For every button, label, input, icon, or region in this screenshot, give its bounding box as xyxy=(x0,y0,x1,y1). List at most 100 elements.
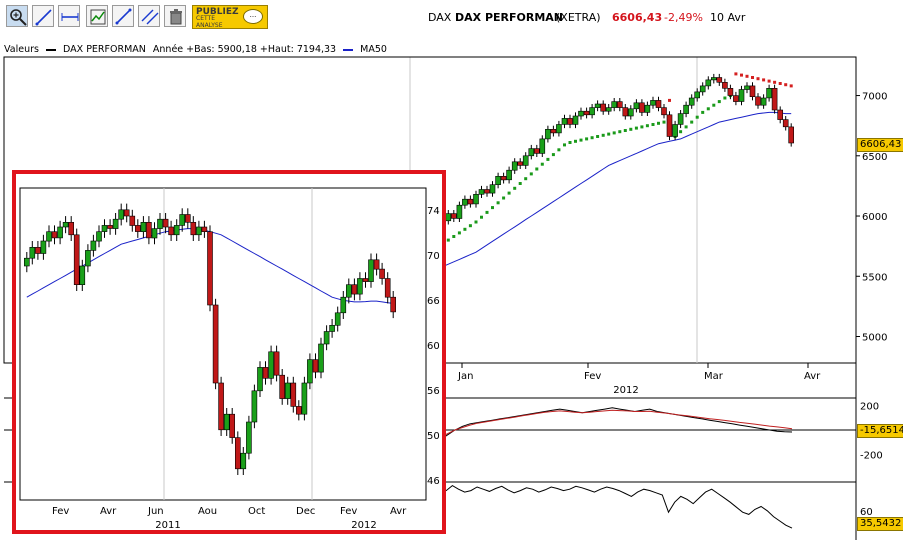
candle-body xyxy=(677,113,684,125)
inset-y-tick-label: 50 xyxy=(427,431,440,442)
sar-dot-above xyxy=(756,77,760,81)
sar-dot-below xyxy=(629,127,633,131)
sar-dot-below xyxy=(684,125,688,129)
candle-body xyxy=(484,189,490,194)
sar-dot-below xyxy=(706,107,710,111)
sar-dot-below xyxy=(535,167,539,171)
inset-candle-body xyxy=(118,209,124,220)
candle-body xyxy=(639,102,645,113)
sar-dot-below xyxy=(717,100,721,104)
inset-candle-body xyxy=(79,265,86,286)
inset-candle-body xyxy=(46,231,52,242)
horizontal-line-icon[interactable] xyxy=(58,5,80,27)
inset-candle-body xyxy=(351,284,358,295)
inset-candle-body xyxy=(295,406,302,415)
sar-dot-below xyxy=(446,238,450,242)
oscillator-1-line xyxy=(439,407,793,441)
inset-candle-body xyxy=(262,367,269,379)
inset-candle-body xyxy=(29,247,36,259)
candle-body xyxy=(462,198,468,206)
sar-dot-below xyxy=(579,138,583,142)
candle-body xyxy=(495,176,501,186)
candle-body xyxy=(517,161,524,166)
trash-icon[interactable] xyxy=(164,5,186,27)
inset-candle-body xyxy=(318,343,324,373)
inset-candle-body xyxy=(123,209,130,217)
inset-candle-body xyxy=(268,351,274,379)
inset-candle-body xyxy=(357,278,363,295)
candle-body xyxy=(722,82,728,89)
inset-candle-body xyxy=(24,257,30,267)
oscillator-2-panel xyxy=(439,484,793,529)
sar-dot-below xyxy=(496,201,500,205)
candle-body xyxy=(672,124,678,137)
sar-dot-below xyxy=(502,196,506,200)
inset-y-tick-label: 74 xyxy=(427,206,440,217)
sar-dot-below xyxy=(712,103,716,107)
inset-plot-frame xyxy=(19,187,427,501)
sar-dot-below xyxy=(596,135,600,138)
candle-body xyxy=(589,107,595,116)
inset-y-tick-label: 66 xyxy=(427,296,440,307)
sar-dot-below xyxy=(618,130,622,134)
sar-dot-below xyxy=(463,227,467,231)
inset-candle-body xyxy=(312,359,319,373)
x-tick-label: Fev xyxy=(584,371,601,382)
candle-body xyxy=(633,102,640,110)
inset-candle-body xyxy=(179,214,185,226)
inset-candle-body xyxy=(212,304,219,384)
sar-dot-below xyxy=(640,125,644,129)
inset-x-tick-label: Jun xyxy=(147,506,164,517)
inset-candle-body xyxy=(373,259,380,270)
candle-body xyxy=(716,77,723,83)
candle-body xyxy=(583,110,590,116)
inset-candle-body xyxy=(96,231,102,242)
chart-settings-icon[interactable] xyxy=(86,5,108,27)
draw-line-icon[interactable] xyxy=(32,5,54,27)
inset-candle-body xyxy=(157,218,163,229)
y-tick-label: 6000 xyxy=(862,212,887,223)
candle-body xyxy=(522,155,529,166)
sar-dot-below xyxy=(546,157,550,161)
candle-body xyxy=(622,107,629,117)
candle-body xyxy=(600,103,607,112)
sar-dot-below xyxy=(574,139,577,143)
sar-dot-below xyxy=(607,132,611,136)
candle-body xyxy=(766,88,772,99)
candle-body xyxy=(539,138,546,154)
inset-y-tick-label: 56 xyxy=(427,386,440,397)
trend-line-icon[interactable] xyxy=(112,5,134,27)
inset-candle-body xyxy=(218,382,224,431)
inset-candle-body xyxy=(379,268,385,279)
inset-candle-body xyxy=(329,325,335,332)
inset-candle-body xyxy=(146,221,152,239)
publish-analysis-button[interactable]: PUBLIEZ CETTE ANALYSE ... xyxy=(192,5,268,29)
inset-x-tick-label: Fev xyxy=(340,506,357,517)
inset-y-tick-label: 70 xyxy=(427,251,440,262)
sar-dot-above xyxy=(784,83,788,87)
candle-body xyxy=(655,100,662,108)
legend-ma-name: MA50 xyxy=(360,44,387,55)
inset-candle-body xyxy=(223,413,230,431)
candle-body xyxy=(567,118,573,125)
inset-candle-body xyxy=(68,221,75,236)
inset-candle-body xyxy=(301,382,308,415)
inset-candle-body xyxy=(57,226,63,239)
inset-x-tick-label: Dec xyxy=(296,506,315,517)
ma50-line xyxy=(442,111,792,268)
oscillator-2-line xyxy=(439,484,793,529)
sar-dot-below xyxy=(518,182,522,185)
oscillator-1-value-marker: -15,6514 xyxy=(857,424,903,438)
inset-candle-body xyxy=(345,284,352,298)
inset-candle-body xyxy=(201,226,208,232)
zoom-icon[interactable] xyxy=(6,5,28,27)
sar-dot-below xyxy=(701,110,705,114)
market-label: DAX xyxy=(428,11,452,24)
sar-dot-below xyxy=(568,141,572,144)
highlighted-inset-chart: 74 70 66 60 56 50 46 Fev Avr Jun Aou Oct Dec Fev Avr 20… xyxy=(12,170,446,534)
candle-body xyxy=(605,107,612,112)
inset-candle-body xyxy=(368,259,374,282)
sar-dot-below xyxy=(468,224,472,228)
parallel-lines-icon[interactable] xyxy=(138,5,160,27)
sar-dot-below xyxy=(662,120,666,124)
